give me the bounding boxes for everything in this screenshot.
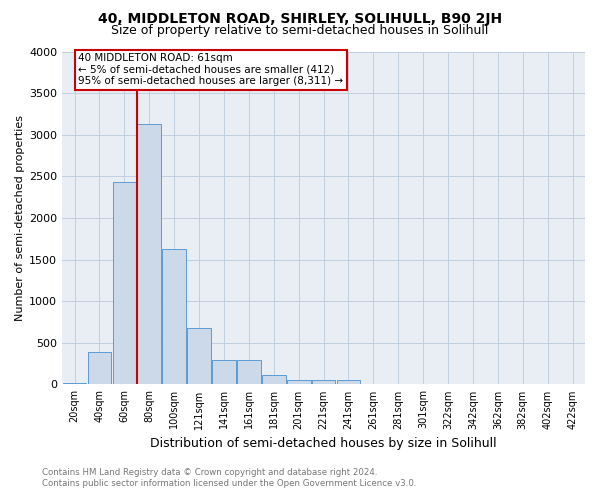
Bar [237,360,261,384]
Bar [137,124,161,384]
Bar [63,383,86,384]
Bar [88,352,112,384]
Bar [287,380,311,384]
Bar [113,182,136,384]
Y-axis label: Number of semi-detached properties: Number of semi-detached properties [15,115,25,321]
Text: Size of property relative to semi-detached houses in Solihull: Size of property relative to semi-detach… [112,24,488,37]
Bar [212,360,236,384]
Text: 40 MIDDLETON ROAD: 61sqm
← 5% of semi-detached houses are smaller (412)
95% of s: 40 MIDDLETON ROAD: 61sqm ← 5% of semi-de… [79,53,343,86]
Bar [187,328,211,384]
Text: 40, MIDDLETON ROAD, SHIRLEY, SOLIHULL, B90 2JH: 40, MIDDLETON ROAD, SHIRLEY, SOLIHULL, B… [98,12,502,26]
Bar [312,380,335,384]
Bar [337,380,361,384]
Text: Contains HM Land Registry data © Crown copyright and database right 2024.
Contai: Contains HM Land Registry data © Crown c… [42,468,416,487]
Bar [163,249,186,384]
Bar [262,375,286,384]
X-axis label: Distribution of semi-detached houses by size in Solihull: Distribution of semi-detached houses by … [150,437,497,450]
